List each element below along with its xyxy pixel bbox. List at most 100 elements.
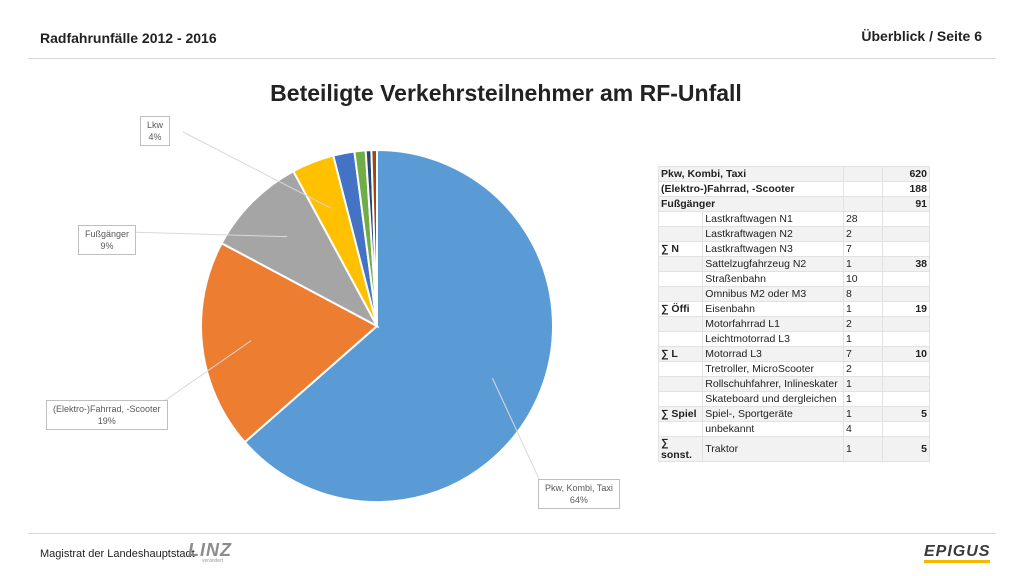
table-cell-group: ∑ sonst. bbox=[657, 436, 704, 462]
callout-pkw: Pkw, Kombi, Taxi 64% bbox=[538, 479, 620, 509]
table-cell-total: 38 bbox=[882, 256, 930, 272]
table-row: ∑ L Motorrad L3 7 10 bbox=[657, 346, 930, 362]
header-title: Radfahrunfälle 2012 - 2016 bbox=[40, 30, 217, 46]
pie-slice-7 bbox=[370, 148, 378, 327]
table-cell-name: Sattelzugfahrzeug N2 bbox=[702, 256, 844, 272]
table-row: Pkw, Kombi, Taxi 620 bbox=[658, 166, 930, 182]
leader-line-0 bbox=[491, 378, 541, 482]
table-cell-count: 7 bbox=[842, 346, 884, 362]
table-cell-count: 7 bbox=[842, 241, 884, 257]
table-cell-total: 19 bbox=[882, 301, 930, 317]
linz-logo-text: LINZ bbox=[188, 540, 232, 560]
table-row: Lastkraftwagen N2 2 bbox=[657, 226, 930, 242]
table-cell-name: Lastkraftwagen N2 bbox=[702, 226, 844, 242]
table-cell-group bbox=[657, 211, 704, 227]
table-cell-total: 91 bbox=[882, 196, 930, 212]
table-cell-group: ∑ L bbox=[657, 346, 704, 362]
callout-lkw-label: Lkw bbox=[147, 120, 164, 130]
table-cell-name: Spiel-, Sportgeräte bbox=[702, 406, 844, 422]
leader-line-2 bbox=[127, 231, 288, 238]
table-row: Tretroller, MicroScooter 2 bbox=[657, 361, 930, 377]
callout-pkw-label: Pkw, Kombi, Taxi bbox=[545, 483, 613, 493]
table-cell-group: ∑ N bbox=[657, 241, 704, 257]
table-cell-count: 1 bbox=[842, 301, 884, 317]
page-indicator: Überblick / Seite 6 bbox=[861, 28, 982, 44]
table-cell-name: Traktor bbox=[702, 436, 844, 462]
table-row: Motorfahrrad L1 2 bbox=[657, 316, 930, 332]
table-cell-count: 2 bbox=[842, 316, 884, 332]
pie-slice-0 bbox=[243, 148, 554, 503]
table-cell-count: 28 bbox=[842, 211, 884, 227]
table-cell-total bbox=[882, 286, 930, 302]
table-row: (Elektro-)Fahrrad, -Scooter 188 bbox=[658, 181, 930, 197]
table-row: Skateboard und dergleichen 1 bbox=[657, 391, 930, 407]
linz-logo: LINZ verändert bbox=[188, 540, 232, 564]
table-cell-total: 10 bbox=[882, 346, 930, 362]
data-table: Pkw, Kombi, Taxi 620 (Elektro-)Fahrrad, -S… bbox=[657, 166, 930, 462]
callout-fahrrad: (Elektro-)Fahrrad, -Scooter 19% bbox=[46, 400, 168, 430]
table-cell-count: 4 bbox=[842, 421, 884, 437]
table-cell-total bbox=[882, 226, 930, 242]
table-cell-name: unbekannt bbox=[702, 421, 844, 437]
table-cell-name: Straßenbahn bbox=[702, 271, 844, 287]
header-divider bbox=[28, 58, 996, 59]
table-row: Sattelzugfahrzeug N2 1 38 bbox=[657, 256, 930, 272]
table-cell-total bbox=[882, 421, 930, 437]
table-cell-count bbox=[842, 166, 884, 182]
table-cell-group bbox=[657, 286, 704, 302]
table-cell-name: Motorrad L3 bbox=[702, 346, 844, 362]
table-cell-total bbox=[882, 376, 930, 392]
table-row: Straßenbahn 10 bbox=[657, 271, 930, 287]
table-cell-count: 1 bbox=[842, 391, 884, 407]
table-cell-group: ∑ Öffi bbox=[657, 301, 704, 317]
table-cell-name: Fußgänger bbox=[658, 196, 844, 212]
leader-line-3 bbox=[182, 131, 332, 209]
callout-lkw-pct: 4% bbox=[148, 132, 162, 142]
table-cell-count: 2 bbox=[842, 226, 884, 242]
footer-divider bbox=[28, 533, 996, 534]
callout-fahrrad-label: (Elektro-)Fahrrad, -Scooter bbox=[53, 404, 161, 414]
table-cell-group bbox=[657, 361, 704, 377]
callout-fahrrad-pct: 19% bbox=[97, 416, 116, 426]
table-cell-count: 2 bbox=[842, 361, 884, 377]
leader-line-1 bbox=[159, 340, 252, 405]
table-cell-name: Lastkraftwagen N3 bbox=[702, 241, 844, 257]
table-cell-name: Rollschuhfahrer, Inlineskater bbox=[702, 376, 844, 392]
table-cell-name: Lastkraftwagen N1 bbox=[702, 211, 844, 227]
table-cell-group bbox=[657, 391, 704, 407]
table-cell-total: 620 bbox=[882, 166, 930, 182]
table-row: Leichtmotorrad L3 1 bbox=[657, 331, 930, 347]
table-cell-group bbox=[657, 256, 704, 272]
table-cell-count: 1 bbox=[842, 376, 884, 392]
table-row: ∑ N Lastkraftwagen N3 7 bbox=[657, 241, 930, 257]
table-cell-name: Leichtmotorrad L3 bbox=[702, 331, 844, 347]
callout-fussgaenger-label: Fußgänger bbox=[85, 229, 130, 239]
table-row: ∑ sonst. Traktor 1 5 bbox=[657, 436, 930, 462]
table-row: Lastkraftwagen N1 28 bbox=[657, 211, 930, 227]
pie-slice-1 bbox=[200, 241, 379, 444]
table-row: Rollschuhfahrer, Inlineskater 1 bbox=[657, 376, 930, 392]
callout-pkw-pct: 64% bbox=[569, 495, 588, 505]
table-row: ∑ Öffi Eisenbahn 1 19 bbox=[657, 301, 930, 317]
linz-logo-sub: verändert bbox=[202, 558, 224, 564]
table-cell-total bbox=[882, 241, 930, 257]
table-row: unbekannt 4 bbox=[657, 421, 930, 437]
table-cell-group: ∑ Spiel bbox=[657, 406, 704, 422]
table-cell-count bbox=[842, 196, 884, 212]
callout-lkw: Lkw 4% bbox=[140, 116, 171, 146]
callout-fussgaenger: Fußgänger 9% bbox=[78, 225, 137, 255]
footer-text: Magistrat der Landeshauptstadt bbox=[40, 548, 195, 560]
table-cell-name: Eisenbahn bbox=[702, 301, 844, 317]
table-cell-name: Pkw, Kombi, Taxi bbox=[658, 166, 844, 182]
epigus-logo: EPIGUS bbox=[924, 543, 991, 563]
table-cell-total bbox=[882, 391, 930, 407]
table-cell-total bbox=[882, 316, 930, 332]
table-cell-group bbox=[657, 226, 704, 242]
table-cell-count: 1 bbox=[842, 256, 884, 272]
table-row: ∑ Spiel Spiel-, Sportgeräte 1 5 bbox=[657, 406, 930, 422]
chart-title: Beteiligte Verkehrsteilnehmer am RF-Unfa… bbox=[270, 80, 742, 106]
table-row: Omnibus M2 oder M3 8 bbox=[657, 286, 930, 302]
epigus-logo-text: EPIGUS bbox=[924, 543, 991, 563]
table-row: Fußgänger 91 bbox=[658, 196, 930, 212]
